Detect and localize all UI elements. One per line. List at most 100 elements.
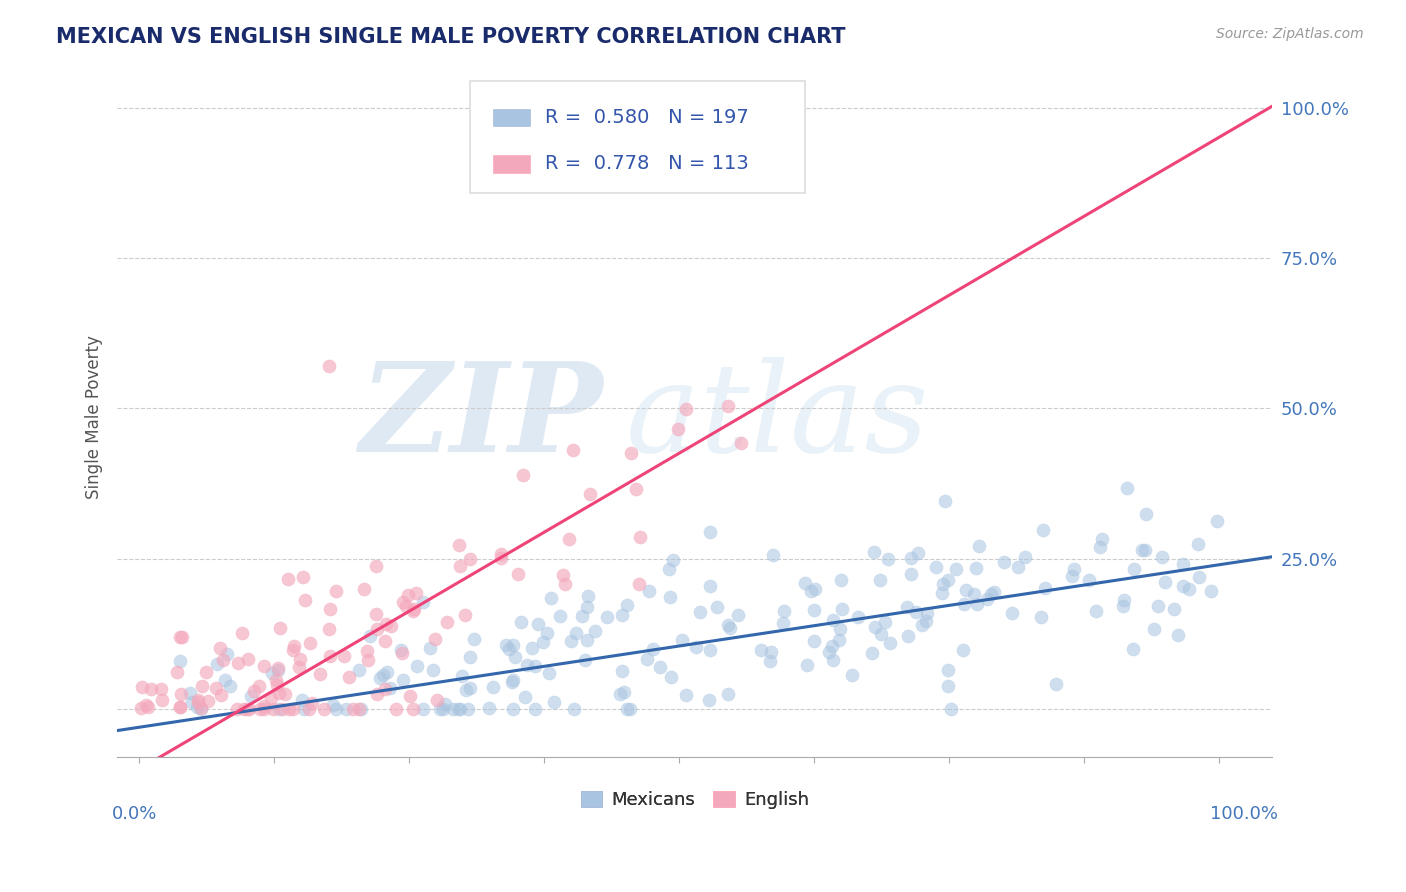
Point [543,695,565,709]
Point [318,359,340,374]
Point [169,654,191,668]
Point [772,616,794,631]
Point [481,680,503,694]
Point [1122,642,1144,657]
Point [266,678,288,692]
Point [793,575,815,590]
Point [270,702,292,716]
Point [166,665,188,679]
Point [1135,507,1157,521]
Point [135,698,157,712]
Point [489,550,512,565]
Point [1007,559,1029,574]
Point [976,592,998,607]
Point [498,641,520,656]
Point [501,674,523,689]
Point [863,619,886,633]
Point [613,684,636,698]
Point [253,699,276,714]
Point [939,702,962,716]
Point [612,664,634,678]
Point [281,642,304,657]
Point [197,693,219,707]
Point [214,673,236,687]
Point [830,573,852,587]
Point [335,702,357,716]
Point [718,621,741,635]
Point [554,576,576,591]
Point [412,595,434,609]
Point [396,588,419,602]
Point [1130,542,1153,557]
Point [759,644,782,658]
Point [217,647,239,661]
Point [169,699,191,714]
Point [212,652,235,666]
Point [1045,677,1067,691]
Point [616,702,638,716]
Point [412,702,434,716]
Point [368,671,391,685]
Point [274,687,297,701]
Point [432,702,454,716]
Point [312,702,335,716]
Text: ZIP: ZIP [359,357,602,478]
Point [283,702,305,716]
Point [628,530,651,544]
Point [405,586,427,600]
Point [172,630,194,644]
FancyBboxPatch shape [492,109,530,127]
Point [389,643,412,657]
Point [283,639,305,653]
Point [209,688,232,702]
Point [371,668,394,682]
Point [391,594,413,608]
Point [356,644,378,658]
Point [309,667,332,681]
Point [402,602,425,616]
Point [915,607,938,621]
Point [449,558,471,573]
Point [641,641,664,656]
Point [1146,599,1168,613]
Point [846,610,869,624]
Point [294,593,316,607]
Point [828,633,851,648]
Point [443,702,465,716]
Point [187,693,209,707]
Point [350,702,373,716]
Point [963,587,986,601]
Point [262,665,284,680]
Point [803,603,825,617]
Point [583,624,606,639]
Point [945,562,967,576]
Point [429,702,451,716]
Point [179,686,201,700]
Point [463,632,485,646]
Point [129,700,152,714]
Point [1001,606,1024,620]
FancyBboxPatch shape [492,155,530,173]
Text: R =  0.580   N = 197: R = 0.580 N = 197 [544,108,748,127]
Point [226,656,249,670]
Point [524,658,547,673]
Point [169,630,191,644]
Point [1167,628,1189,642]
Point [457,702,479,716]
Point [207,657,229,671]
Point [561,442,583,457]
Point [551,568,574,582]
Point [773,604,796,618]
Point [277,572,299,586]
Point [1032,523,1054,537]
Point [934,494,956,508]
Point [699,524,721,539]
Point [298,636,321,650]
Point [955,583,977,598]
Y-axis label: Single Male Poverty: Single Male Poverty [86,335,103,500]
Point [993,555,1015,569]
Point [150,681,173,696]
Point [240,690,263,704]
Point [759,654,782,668]
Point [1033,581,1056,595]
